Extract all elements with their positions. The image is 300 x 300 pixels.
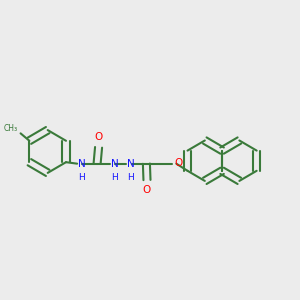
- Text: N: N: [111, 159, 119, 169]
- Text: H: H: [111, 172, 118, 182]
- Text: H: H: [127, 172, 134, 182]
- Text: N: N: [127, 159, 135, 169]
- Text: CH₃: CH₃: [4, 124, 18, 133]
- Text: H: H: [78, 172, 85, 182]
- Text: O: O: [174, 158, 182, 168]
- Text: O: O: [94, 132, 103, 142]
- Text: O: O: [143, 185, 151, 195]
- Text: N: N: [78, 159, 86, 169]
